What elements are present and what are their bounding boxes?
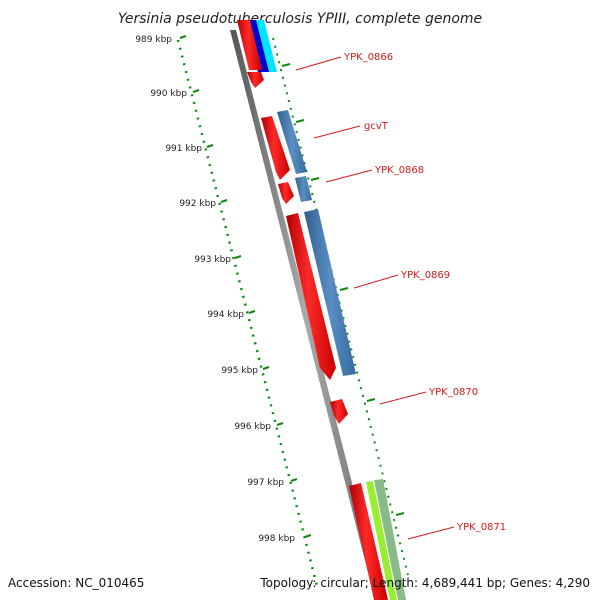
kbp-label: 997 kbp xyxy=(247,478,284,488)
blue-feature xyxy=(295,176,312,202)
green-feature xyxy=(374,479,406,600)
genome-backbone xyxy=(230,30,382,600)
ruler-tick xyxy=(220,199,228,203)
genome-summary: Topology: circular; Length: 4,689,441 bp… xyxy=(259,576,590,590)
ruler-tick xyxy=(290,478,298,482)
genome-title: Yersinia pseudotuberculosis YPIII, compl… xyxy=(118,11,482,27)
gene-features xyxy=(237,20,406,600)
ruler-tick xyxy=(262,366,270,370)
accession-text: Accession: NC_010465 xyxy=(8,576,144,590)
ruler-tick xyxy=(179,35,187,39)
kbp-label: 992 kbp xyxy=(179,199,216,209)
kbp-label: 991 kbp xyxy=(165,144,202,154)
kbp-label: 994 kbp xyxy=(207,310,244,320)
kbp-label: 993 kbp xyxy=(194,255,231,265)
cds-feature xyxy=(330,399,348,424)
kbp-label: 996 kbp xyxy=(234,422,271,432)
lime-feature xyxy=(366,481,397,600)
kbp-ruler xyxy=(176,35,320,591)
gene-label: gcvT xyxy=(364,121,389,132)
cds-feature xyxy=(286,213,336,380)
kbp-labels: 989 kbp 990 kbp 991 kbp 992 kbp 993 kbp … xyxy=(135,35,295,544)
cds-feature xyxy=(261,116,290,180)
blue-feature xyxy=(304,209,356,376)
cds-feature xyxy=(349,483,388,600)
inner-ruler xyxy=(272,37,409,576)
gene-label: YPK_0870 xyxy=(428,387,478,398)
kbp-label: 995 kbp xyxy=(221,366,258,376)
gene-label: YPK_0868 xyxy=(374,165,424,176)
kbp-label: 989 kbp xyxy=(135,35,172,45)
gene-label: YPK_0866 xyxy=(343,52,393,63)
ruler-tick xyxy=(192,89,200,93)
cds-arrow xyxy=(247,72,264,88)
ruler-tick xyxy=(206,144,214,148)
gene-labels: YPK_0866 gcvT YPK_0868 YPK_0869 YPK_0870… xyxy=(343,52,506,533)
blue-feature xyxy=(277,110,307,174)
ruler-tick xyxy=(248,310,256,314)
kbp-label: 990 kbp xyxy=(150,89,187,99)
ruler-tick xyxy=(234,255,242,259)
ruler-line xyxy=(176,39,320,591)
cds-feature xyxy=(278,182,294,204)
ruler-tick xyxy=(276,422,284,426)
gene-leaders xyxy=(295,56,455,540)
ruler-tick xyxy=(304,534,312,538)
gene-label: YPK_0871 xyxy=(456,522,506,533)
kbp-label: 998 kbp xyxy=(258,534,295,544)
cds-feature xyxy=(237,20,262,70)
cyan-feature xyxy=(254,20,277,72)
inner-ruler-line xyxy=(272,37,409,576)
gene-label: YPK_0869 xyxy=(400,270,450,281)
